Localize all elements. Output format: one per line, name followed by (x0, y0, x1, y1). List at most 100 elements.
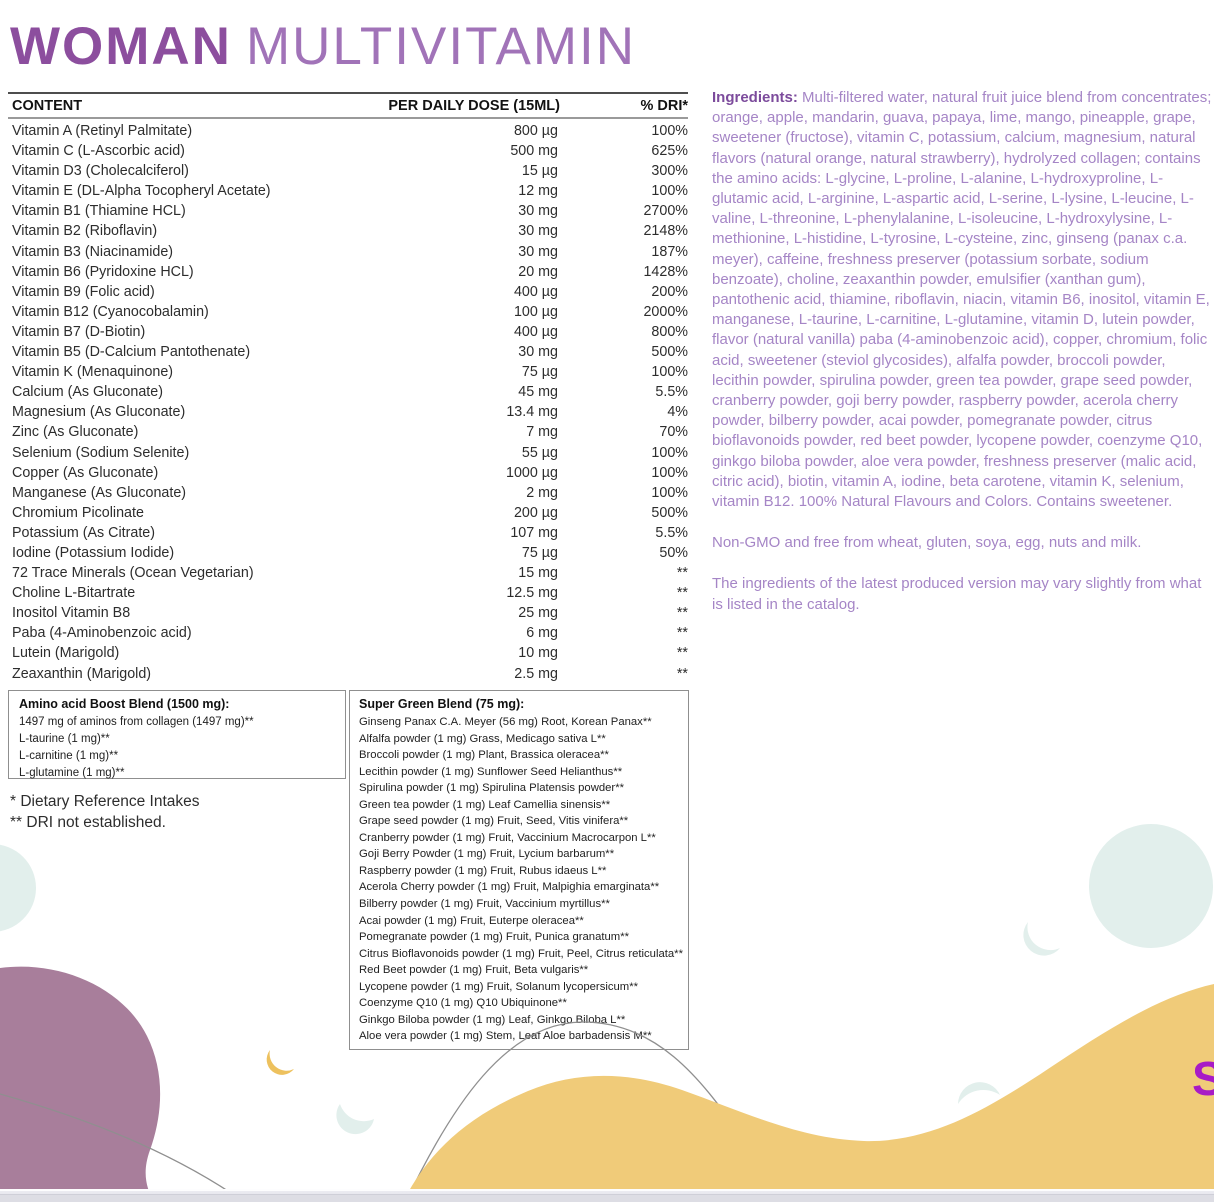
nutrient-dose: 55 µg (521, 444, 558, 461)
table-row: Inositol Vitamin B8 25 mg ** (8, 603, 688, 623)
nutrient-name: Calcium (As Gluconate) (12, 384, 163, 401)
nutrient-name: Iodine (Potassium Iodide) (12, 544, 175, 561)
nutrient-name: Vitamin B5 (D-Calcium Pantothenate) (12, 344, 251, 361)
nutrient-dri: ** (676, 665, 688, 682)
table-row: Vitamin B3 (Niacinamide) 30 mg 187% (8, 242, 688, 262)
nutrient-dose: 400 µg (513, 283, 558, 300)
table-row: Vitamin C (L-Ascorbic acid) 500 mg 625% (8, 141, 688, 161)
mauve-blob (0, 966, 161, 1202)
table-row: Zinc (As Gluconate) 7 mg 70% (8, 422, 688, 442)
table-row: Paba (4-Aminobenzoic acid) 6 mg ** (8, 623, 688, 643)
amino-blend-box: Amino acid Boost Blend (1500 mg): 1497 m… (8, 690, 346, 779)
nutrient-dose: 13.4 mg (506, 404, 558, 421)
header-per-daily-dose: PER DAILY DOSE (15ML) (388, 97, 560, 114)
amino-blend-item: L-glutamine (1 mg)** (19, 767, 125, 779)
table-row: Vitamin B6 (Pyridoxine HCL) 20 mg 1428% (8, 262, 688, 282)
nutrient-dri: 1428% (643, 263, 688, 280)
nutrient-name: Vitamin B9 (Folic acid) (12, 283, 155, 300)
mint-crescent-right-icon (1023, 922, 1060, 956)
nutrient-name: 72 Trace Minerals (Ocean Vegetarian) (12, 565, 254, 582)
non-gmo-note: Non-GMO and free from wheat, gluten, soy… (712, 534, 1142, 552)
green-blend-item: Lycopene powder (1 mg) Fruit, Solanum ly… (359, 980, 638, 993)
nutrient-dri: 500% (651, 504, 688, 521)
table-row: Chromium Picolinate 200 µg 500% (8, 503, 688, 523)
table-row: Vitamin A (Retinyl Palmitate) 800 µg 100… (8, 121, 688, 141)
nutrient-dose: 400 µg (513, 323, 558, 340)
nutrient-dri: 100% (651, 183, 688, 200)
nutrient-dri: ** (676, 625, 688, 642)
ingredients-column: Ingredients: Multi-filtered water, natur… (712, 88, 1214, 636)
nutrient-dose: 2.5 mg (514, 665, 558, 682)
nutrient-dose: 20 mg (518, 263, 558, 280)
mint-crescent-icon (336, 1104, 374, 1135)
table-row: Vitamin B9 (Folic acid) 400 µg 200% (8, 282, 688, 302)
nutrient-dose: 75 µg (521, 364, 558, 381)
green-blend-title: Super Green Blend (75 mg): (359, 697, 525, 711)
green-blend-item: Green tea powder (1 mg) Leaf Camellia si… (359, 798, 611, 811)
nutrient-dri: 100% (651, 444, 688, 461)
table-row: Potassium (As Citrate) 107 mg 5.5% (8, 523, 688, 543)
nutrient-dri: 625% (651, 143, 688, 160)
table-row: Selenium (Sodium Selenite) 55 µg 100% (8, 443, 688, 463)
nutrient-dri: 2700% (643, 203, 688, 220)
catalog-disclaimer: The ingredients of the latest produced v… (712, 575, 1202, 613)
nutrient-dose: 15 mg (518, 565, 558, 582)
nutrient-name: Potassium (As Citrate) (12, 524, 156, 541)
table-row: Vitamin B12 (Cyanocobalamin) 100 µg 2000… (8, 302, 688, 322)
nutrient-dri: 50% (659, 544, 688, 561)
mint-circle-right (1089, 824, 1213, 948)
green-blend-item: Ginseng Panax C.A. Meyer (56 mg) Root, K… (359, 716, 652, 728)
nutrient-name: Vitamin D3 (Cholecalciferol) (12, 163, 189, 180)
nutrient-name: Vitamin E (DL-Alpha Tocopheryl Acetate) (12, 183, 271, 200)
nutrient-dri: ** (676, 585, 688, 602)
nutrient-dose: 1000 µg (506, 464, 558, 481)
nutrient-dose: 107 mg (510, 524, 558, 541)
nutrient-name: Chromium Picolinate (12, 504, 144, 521)
green-blend-item: Red Beet powder (1 mg) Fruit, Beta vulga… (359, 964, 589, 977)
green-blend-item: Spirulina powder (1 mg) Spirulina Platen… (359, 782, 624, 795)
nutrient-dose: 12 mg (518, 183, 558, 200)
nutrient-dri: 5.5% (655, 384, 688, 401)
nutrient-name: Paba (4-Aminobenzoic acid) (12, 625, 192, 642)
partial-letter-s: S (1192, 1053, 1214, 1106)
table-row: 72 Trace Minerals (Ocean Vegetarian) 15 … (8, 563, 688, 583)
amino-blend-item: L-taurine (1 mg)** (19, 733, 110, 745)
green-blend-item: Aloe vera powder (1 mg) Stem, Leaf Aloe … (359, 1030, 652, 1043)
horizontal-scrollbar[interactable] (0, 1189, 1214, 1202)
green-blend-item: Grape seed powder (1 mg) Fruit, Seed, Vi… (359, 815, 629, 828)
nutrient-dose: 15 µg (521, 163, 558, 180)
table-row: Calcium (As Gluconate) 45 mg 5.5% (8, 382, 688, 402)
green-blend-item: Ginkgo Biloba powder (1 mg) Leaf, Ginkgo… (359, 1013, 626, 1026)
nutrient-dri: ** (676, 645, 688, 662)
nutrient-dri: 100% (651, 484, 688, 501)
nutrient-name: Selenium (Sodium Selenite) (12, 444, 190, 461)
nutrient-dri: 2000% (643, 303, 688, 320)
table-header-row: CONTENT PER DAILY DOSE (15ML) % DRI* (8, 92, 688, 119)
nutrient-name: Zinc (As Gluconate) (12, 424, 139, 441)
nutrient-dri: ** (676, 605, 688, 622)
gray-curve-left (0, 1093, 246, 1202)
nutrient-dose: 30 mg (518, 344, 558, 361)
nutrient-name: Manganese (As Gluconate) (12, 484, 187, 501)
nutrient-name: Magnesium (As Gluconate) (12, 404, 186, 421)
nutrient-name: Vitamin B6 (Pyridoxine HCL) (12, 263, 194, 280)
nutrient-name: Inositol Vitamin B8 (12, 605, 131, 622)
nutrient-dose: 30 mg (518, 223, 558, 240)
ingredients-body: Multi-filtered water, natural fruit juic… (712, 89, 1212, 511)
title-word-multivitamin: MULTIVITAMIN (245, 17, 637, 76)
ingredients-label: Ingredients: (712, 89, 798, 106)
nutrient-dose: 10 mg (518, 645, 558, 662)
header-dri: % DRI* (640, 97, 688, 114)
nutrient-dri: 200% (651, 283, 688, 300)
amino-blend-item: L-carnitine (1 mg)** (19, 750, 119, 762)
table-row: Vitamin B1 (Thiamine HCL) 30 mg 2700% (8, 201, 688, 221)
green-blend-item: Pomegranate powder (1 mg) Fruit, Punica … (359, 931, 629, 944)
nutrient-name: Copper (As Gluconate) (12, 464, 159, 481)
footnote-dri: * Dietary Reference Intakes (10, 793, 200, 810)
nutrient-dose: 45 mg (518, 384, 558, 401)
green-blend-item: Raspberry powder (1 mg) Fruit, Rubus ida… (359, 864, 607, 877)
nutrient-dri: 300% (651, 163, 688, 180)
table-row: Manganese (As Gluconate) 2 mg 100% (8, 483, 688, 503)
green-blend-item: Cranberry powder (1 mg) Fruit, Vaccinium… (359, 831, 656, 844)
